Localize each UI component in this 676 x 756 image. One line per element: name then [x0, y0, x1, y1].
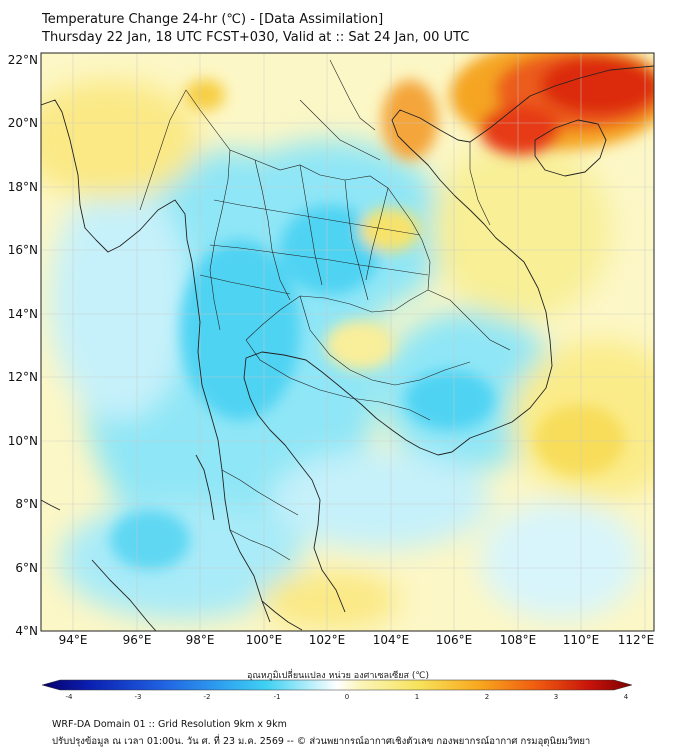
lat-label-4n: 4°N — [15, 624, 38, 638]
lat-label-8n: 8°N — [15, 497, 38, 511]
lat-label-14n: 14°N — [8, 307, 38, 321]
lat-label-16n: 16°N — [8, 243, 38, 257]
lon-label-98e: 98°E — [186, 633, 215, 647]
temperature-field — [41, 53, 654, 631]
chart-title: Temperature Change 24-hr (℃) - [Data Ass… — [42, 12, 384, 27]
footer-credit: ปรับปรุงข้อมูล ณ เวลา 01:00น. วัน ศ. ที่… — [52, 736, 591, 747]
lon-label-94e: 94°E — [59, 633, 88, 647]
lon-axis: 94°E 96°E 98°E 100°E 102°E 104°E 106°E 1… — [59, 633, 655, 647]
lat-label-22n: 22°N — [8, 53, 38, 67]
lat-axis: 22°N 20°N 18°N 16°N 14°N 12°N 10°N 8°N 6… — [8, 53, 38, 638]
lat-label-20n: 20°N — [8, 116, 38, 130]
colorbar-tick-m2: -2 — [204, 693, 211, 701]
footer-model-info: WRF-DA Domain 01 :: Grid Resolution 9km … — [52, 719, 287, 730]
colorbar-tick-m1: -1 — [274, 693, 281, 701]
colorbar-bar — [41, 679, 633, 691]
coastlines — [41, 65, 654, 631]
lat-label-12n: 12°N — [8, 370, 38, 384]
colorbar-tick-m4: -4 — [66, 693, 74, 701]
graticule — [41, 53, 654, 631]
lat-label-10n: 10°N — [8, 434, 38, 448]
colorbar-label: อุณหภูมิเปลี่ยนแปลง หน่วย องศาเซลเซียส (… — [246, 671, 430, 681]
colorbar-tick-m3: -3 — [135, 693, 142, 701]
lon-label-108e: 108°E — [500, 633, 537, 647]
lon-label-112e: 112°E — [618, 633, 655, 647]
chart-subtitle: Thursday 22 Jan, 18 UTC FCST+030, Valid … — [42, 30, 470, 45]
lon-label-104e: 104°E — [373, 633, 410, 647]
colorbar-tick-4: 4 — [624, 693, 629, 701]
colorbar-tick-0: 0 — [345, 693, 349, 701]
lon-label-106e: 106°E — [436, 633, 473, 647]
colorbar-tick-1: 1 — [415, 693, 419, 701]
colorbar: -4 -3 -2 -1 0 1 2 3 4 — [41, 679, 633, 701]
lon-label-100e: 100°E — [246, 633, 283, 647]
province-borders — [139, 59, 511, 561]
lon-label-102e: 102°E — [309, 633, 346, 647]
lon-label-110e: 110°E — [563, 633, 600, 647]
map-frame — [40, 52, 655, 632]
colorbar-tick-2: 2 — [485, 693, 489, 701]
colorbar-tick-3: 3 — [554, 693, 558, 701]
lat-label-6n: 6°N — [15, 561, 38, 575]
lat-label-18n: 18°N — [8, 180, 38, 194]
lon-label-96e: 96°E — [123, 633, 152, 647]
